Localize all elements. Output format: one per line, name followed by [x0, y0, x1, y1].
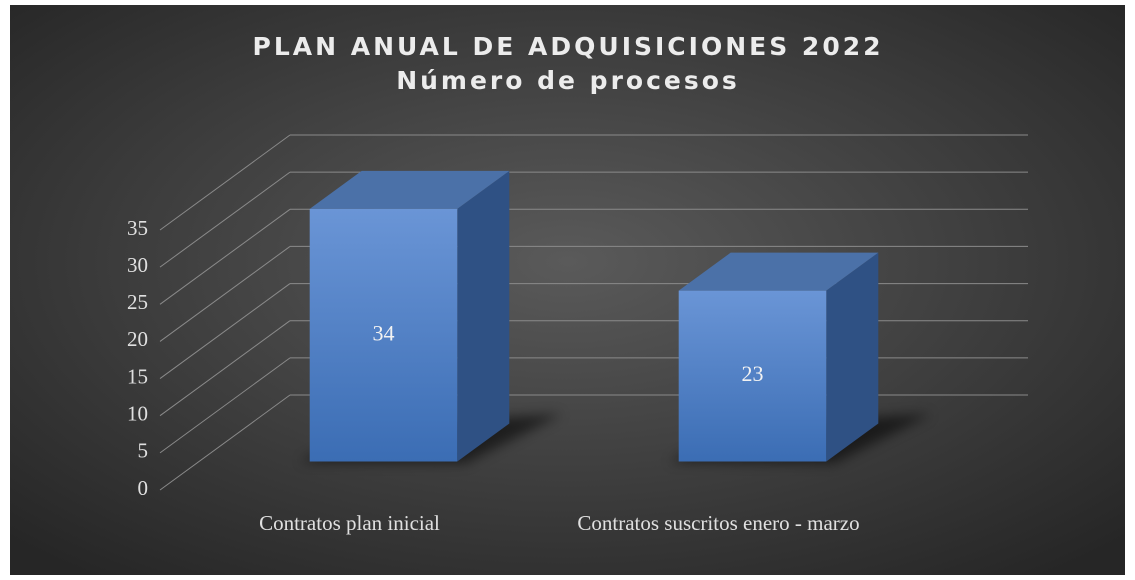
grid-line [159, 246, 291, 342]
data-label: 34 [373, 320, 395, 345]
y-tick-label: 5 [138, 439, 149, 463]
grid-line [159, 283, 291, 379]
data-label: 23 [742, 361, 764, 386]
bar-side [826, 252, 879, 462]
bar [678, 290, 827, 462]
y-tick-label: 0 [138, 476, 149, 500]
grid-line [159, 134, 291, 231]
bar [309, 208, 458, 462]
background [10, 5, 1125, 575]
y-tick-label: 20 [127, 327, 148, 351]
chart-title: PLAN ANUAL DE ADQUISICIONES 2022 [253, 32, 884, 61]
x-tick-label: Contratos plan inicial [259, 511, 440, 535]
y-tick-label: 30 [127, 253, 148, 277]
grid-line [159, 208, 291, 305]
y-tick-label: 10 [127, 402, 148, 426]
bar-side [457, 170, 510, 462]
y-tick-label: 35 [127, 216, 148, 240]
grid-line [159, 394, 291, 491]
bar-top [678, 252, 879, 291]
y-tick-label: 15 [127, 364, 148, 388]
bar-top [309, 170, 510, 209]
grid-line [159, 171, 291, 268]
chart-subtitle: Número de procesos [396, 66, 740, 95]
y-tick-label: 25 [127, 290, 148, 314]
grid-line [159, 320, 291, 417]
grid-line [159, 357, 291, 454]
x-tick-label: Contratos suscritos enero - marzo [577, 511, 860, 535]
